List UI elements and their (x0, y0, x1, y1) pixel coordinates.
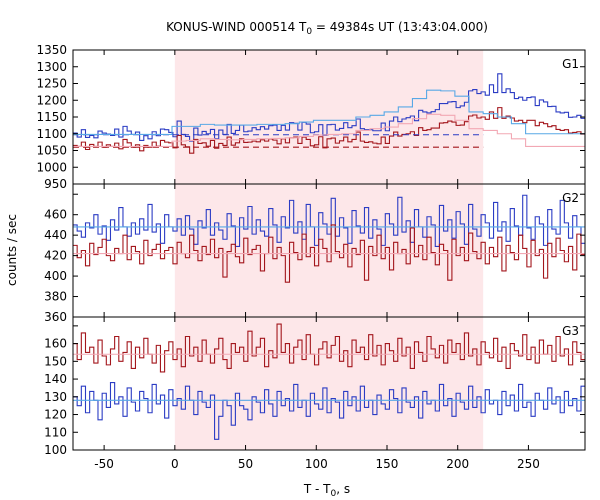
series-pink-5 (73, 113, 585, 148)
series-blue-0 (73, 73, 585, 142)
y-tick-label: 140 (44, 372, 67, 386)
y-tick-label: 1050 (36, 144, 67, 158)
panel-frame (72, 316, 586, 451)
y-tick-label: 130 (44, 390, 67, 404)
y-tick-label: 150 (44, 354, 67, 368)
panel-label: G2 (562, 191, 579, 205)
y-tick-label: 380 (44, 290, 67, 304)
y-axis-label: counts / sec (5, 214, 19, 286)
y-tick-label: 100 (44, 443, 67, 457)
panel-label: G3 (562, 324, 579, 338)
series-red-1 (73, 107, 585, 154)
y-tick-label: 110 (44, 425, 67, 439)
panel-g3: 100 110 120 130 140 150 160 G3 (44, 316, 586, 457)
series-lightblue-4 (73, 89, 585, 135)
y-tick-label: 460 (44, 208, 67, 222)
series-red-0 (73, 323, 585, 373)
x-tick-label: 50 (238, 457, 253, 471)
y-tick-label: 950 (44, 177, 67, 191)
y-tick-label: 420 (44, 249, 67, 263)
chart-title: KONUS-WIND 000514 T0 = 49384s UT (13:43:… (166, 20, 488, 37)
y-tick-label: 440 (44, 228, 67, 242)
series-red-1 (73, 224, 585, 283)
highlight-interval (174, 317, 484, 450)
x-tick-label: -50 (94, 457, 114, 471)
y-tick-label: 1300 (36, 60, 67, 74)
highlight-interval (174, 50, 484, 184)
x-axis-label: T - T0, s (303, 482, 350, 499)
y-tick-label: 400 (44, 269, 67, 283)
series-blue-1 (73, 382, 585, 440)
y-tick-label: 1200 (36, 93, 67, 107)
x-tick-label: 150 (376, 457, 399, 471)
series-group (73, 73, 585, 154)
y-tick-label: 1350 (36, 43, 67, 57)
y-tick-label: 120 (44, 408, 67, 422)
panel-g1: 950 1000 1050 1100 1150 1200 1250 1300 1350 G1 (36, 43, 586, 191)
y-tick-label: 360 (44, 310, 67, 324)
x-tick-label: 100 (305, 457, 328, 471)
plot-area: 95010001050110011501200125013001350G1360… (36, 43, 586, 471)
x-tick-label: 250 (517, 457, 540, 471)
y-tick-label: 1150 (36, 110, 67, 124)
panel-g2: 360 380 400 420 440 460 G2 (44, 183, 586, 324)
series-group (73, 323, 585, 440)
x-tick-label: 200 (446, 457, 469, 471)
x-tick-label: 0 (171, 457, 179, 471)
y-tick-label: 1250 (36, 77, 67, 91)
y-tick-label: 1000 (36, 160, 67, 174)
series-blue-0 (73, 194, 585, 247)
panel-label: G1 (562, 57, 579, 71)
y-tick-label: 1100 (36, 127, 67, 141)
highlight-interval (174, 184, 484, 317)
series-group (73, 194, 585, 283)
y-tick-label: 160 (44, 337, 67, 351)
